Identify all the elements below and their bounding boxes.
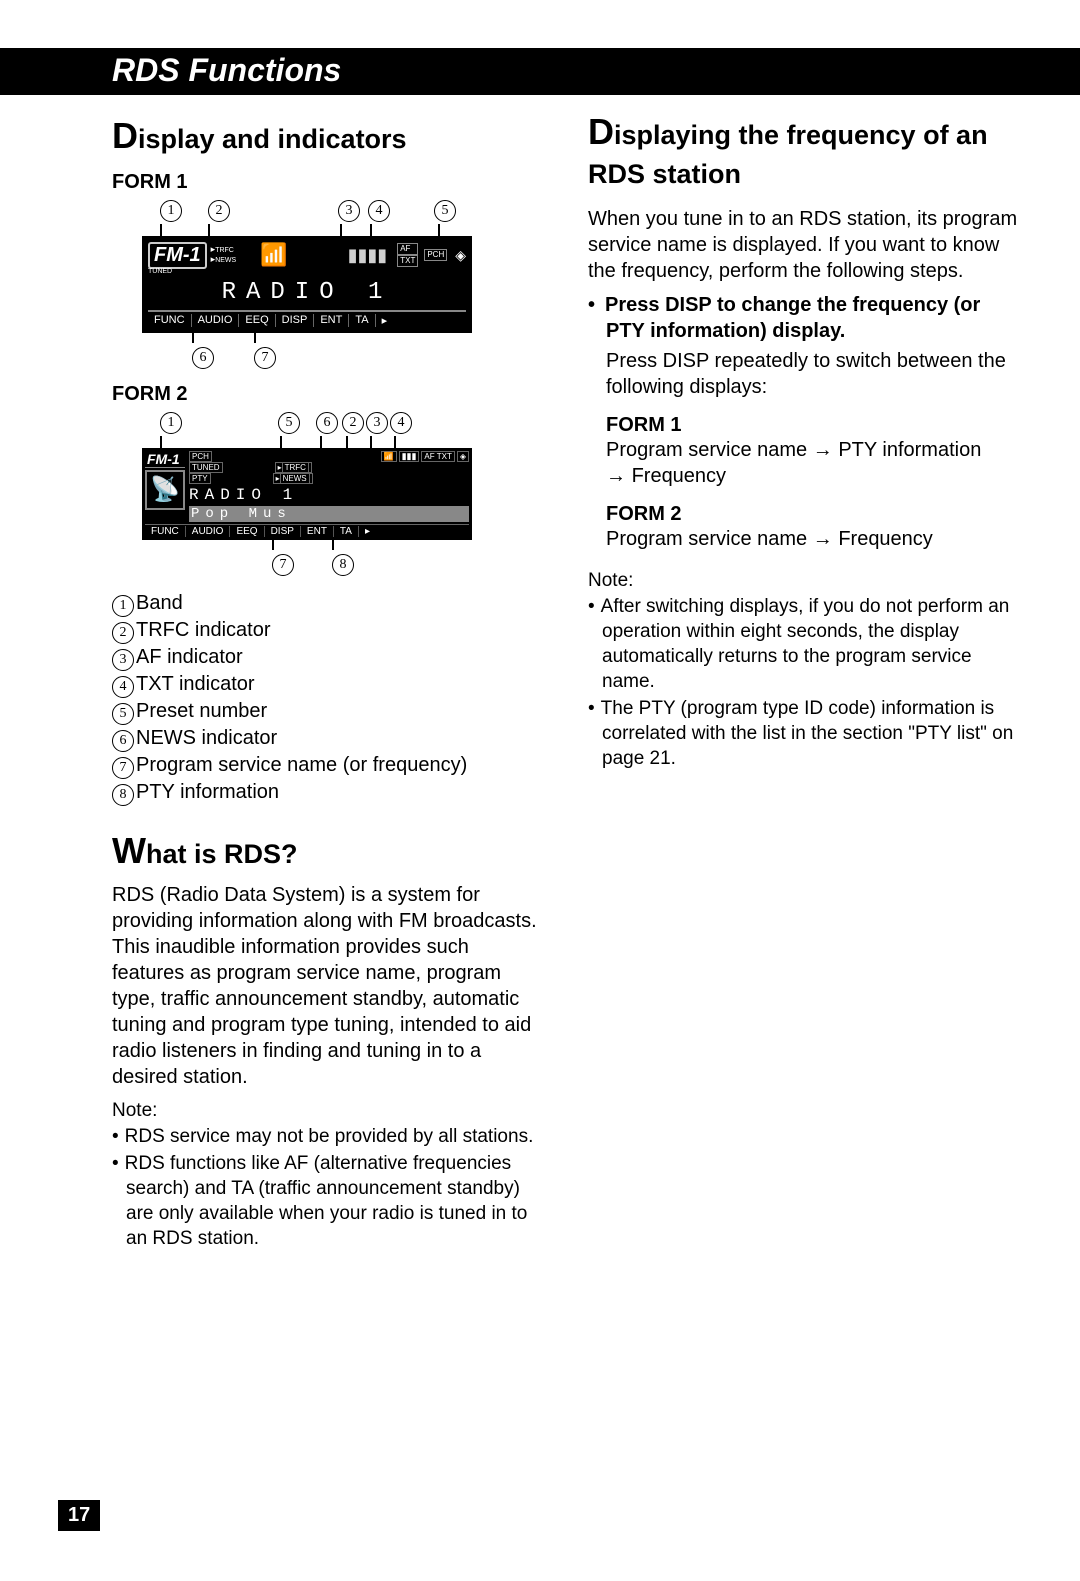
what-is-rds-body: RDS (Radio Data System) is a system for …: [112, 882, 544, 1090]
legend-row: 1Band: [112, 590, 544, 617]
callout-4b: 4: [390, 412, 412, 434]
displaying-frequency-heading: Displaying the frequency of an RDS stati…: [588, 115, 1020, 196]
callout-2: 2: [208, 200, 230, 222]
legend-row: 2TRFC indicator: [112, 617, 544, 644]
form2-top-callouts: 1 5 6 2 3 4: [112, 412, 544, 434]
arrow-icon: →: [813, 528, 839, 550]
lcd2-pty-info: Pop Mus: [189, 506, 469, 522]
clock-icon: ◈: [455, 247, 466, 264]
form1-top-ticks: [142, 224, 472, 236]
section-title: RDS Functions: [112, 52, 341, 88]
lcd-display-form2: FM-1 📡 PCH 📶 ▮▮▮ AF TXT ◈ TUNED ▸TRFC: [142, 448, 472, 540]
form2-top-ticks: [142, 436, 472, 448]
legend-row: 5Preset number: [112, 698, 544, 725]
callout-3b: 3: [366, 412, 388, 434]
section-title-bar: RDS Functions: [0, 48, 1080, 95]
rds-notes: RDS service may not be provided by all s…: [112, 1124, 544, 1251]
right-form1-label: FORM 1: [606, 414, 1020, 437]
form1-label: FORM 1: [112, 171, 544, 194]
lcd-band: FM-1: [148, 242, 207, 269]
right-column: Displaying the frequency of an RDS stati…: [588, 115, 1020, 1253]
form1-bot-ticks: [142, 333, 472, 345]
note-item: RDS functions like AF (alternative frequ…: [112, 1151, 544, 1251]
note-item: After switching displays, if you do not …: [588, 594, 1020, 694]
callout-7b: 7: [272, 554, 294, 576]
form2-display-flow: Program service name → Frequency: [606, 526, 1020, 552]
arrow-icon: →: [606, 465, 632, 487]
press-disp-instruction: Press DISP to change the frequency (or P…: [588, 292, 1020, 344]
callout-5: 5: [434, 200, 456, 222]
callout-5b: 5: [278, 412, 300, 434]
note-label: Note:: [112, 1100, 544, 1122]
legend-row: 3AF indicator: [112, 644, 544, 671]
lcd-display-form1: FM-1 ▸TRFC ▸NEWS 📶 ▮▮▮▮ AF TXT PCH ◈ TUN…: [142, 236, 472, 333]
form2-label: FORM 2: [112, 383, 544, 406]
right-form2-label: FORM 2: [606, 503, 1020, 526]
callout-legend: 1Band 2TRFC indicator 3AF indicator 4TXT…: [112, 590, 544, 806]
bars-icon: ▮▮▮▮: [348, 245, 388, 266]
callout-7: 7: [254, 347, 276, 369]
antenna-icon: 📡: [145, 470, 185, 510]
lcd2-band: FM-1: [145, 451, 185, 468]
callout-1: 1: [160, 200, 182, 222]
right-note-label: Note:: [588, 570, 1020, 592]
freq-notes: After switching displays, if you do not …: [588, 594, 1020, 771]
clock-icon-2: ◈: [457, 451, 469, 462]
legend-row: 8PTY information: [112, 779, 544, 806]
lcd-menu-bar: FUNC AUDIO EEQ DISP ENT TA ▸: [148, 310, 466, 327]
callout-1b: 1: [160, 412, 182, 434]
what-is-rds-heading: What is RDS?: [112, 830, 544, 872]
legend-row: 4TXT indicator: [112, 671, 544, 698]
callout-4: 4: [368, 200, 390, 222]
form1-bot-callouts: 6 7: [112, 347, 544, 369]
note-item: The PTY (program type ID code) informati…: [588, 696, 1020, 771]
form1-top-callouts: 1 2 3 4 5: [112, 200, 544, 222]
callout-6: 6: [192, 347, 214, 369]
display-indicators-heading: Display and indicators: [112, 115, 544, 157]
arrow-icon: →: [813, 439, 839, 461]
callout-2b: 2: [342, 412, 364, 434]
left-column: Display and indicators FORM 1 1 2 3 4 5 …: [112, 115, 544, 1253]
freq-intro: When you tune in to an RDS station, its …: [588, 206, 1020, 284]
lcd2-menu-bar: FUNC AUDIO EEQ DISP ENT TA ▸: [145, 524, 469, 537]
press-disp-sub: Press DISP repeatedly to switch between …: [606, 348, 1020, 400]
callout-8b: 8: [332, 554, 354, 576]
legend-row: 6NEWS indicator: [112, 725, 544, 752]
form2-bot-ticks: [142, 540, 472, 552]
form1-display-flow: Program service name → PTY information →…: [606, 437, 1020, 489]
lcd-service-name: RADIO 1: [148, 279, 466, 306]
callout-6b: 6: [316, 412, 338, 434]
two-column-layout: Display and indicators FORM 1 1 2 3 4 5 …: [0, 95, 1080, 1253]
callout-3: 3: [338, 200, 360, 222]
legend-row: 7Program service name (or frequency): [112, 752, 544, 779]
page-number: 17: [58, 1500, 100, 1531]
signal-icon: 📶: [260, 242, 287, 268]
lcd2-service-name: RADIO 1: [189, 486, 469, 504]
form2-bot-callouts: 7 8: [112, 554, 544, 576]
note-item: RDS service may not be provided by all s…: [112, 1124, 544, 1149]
